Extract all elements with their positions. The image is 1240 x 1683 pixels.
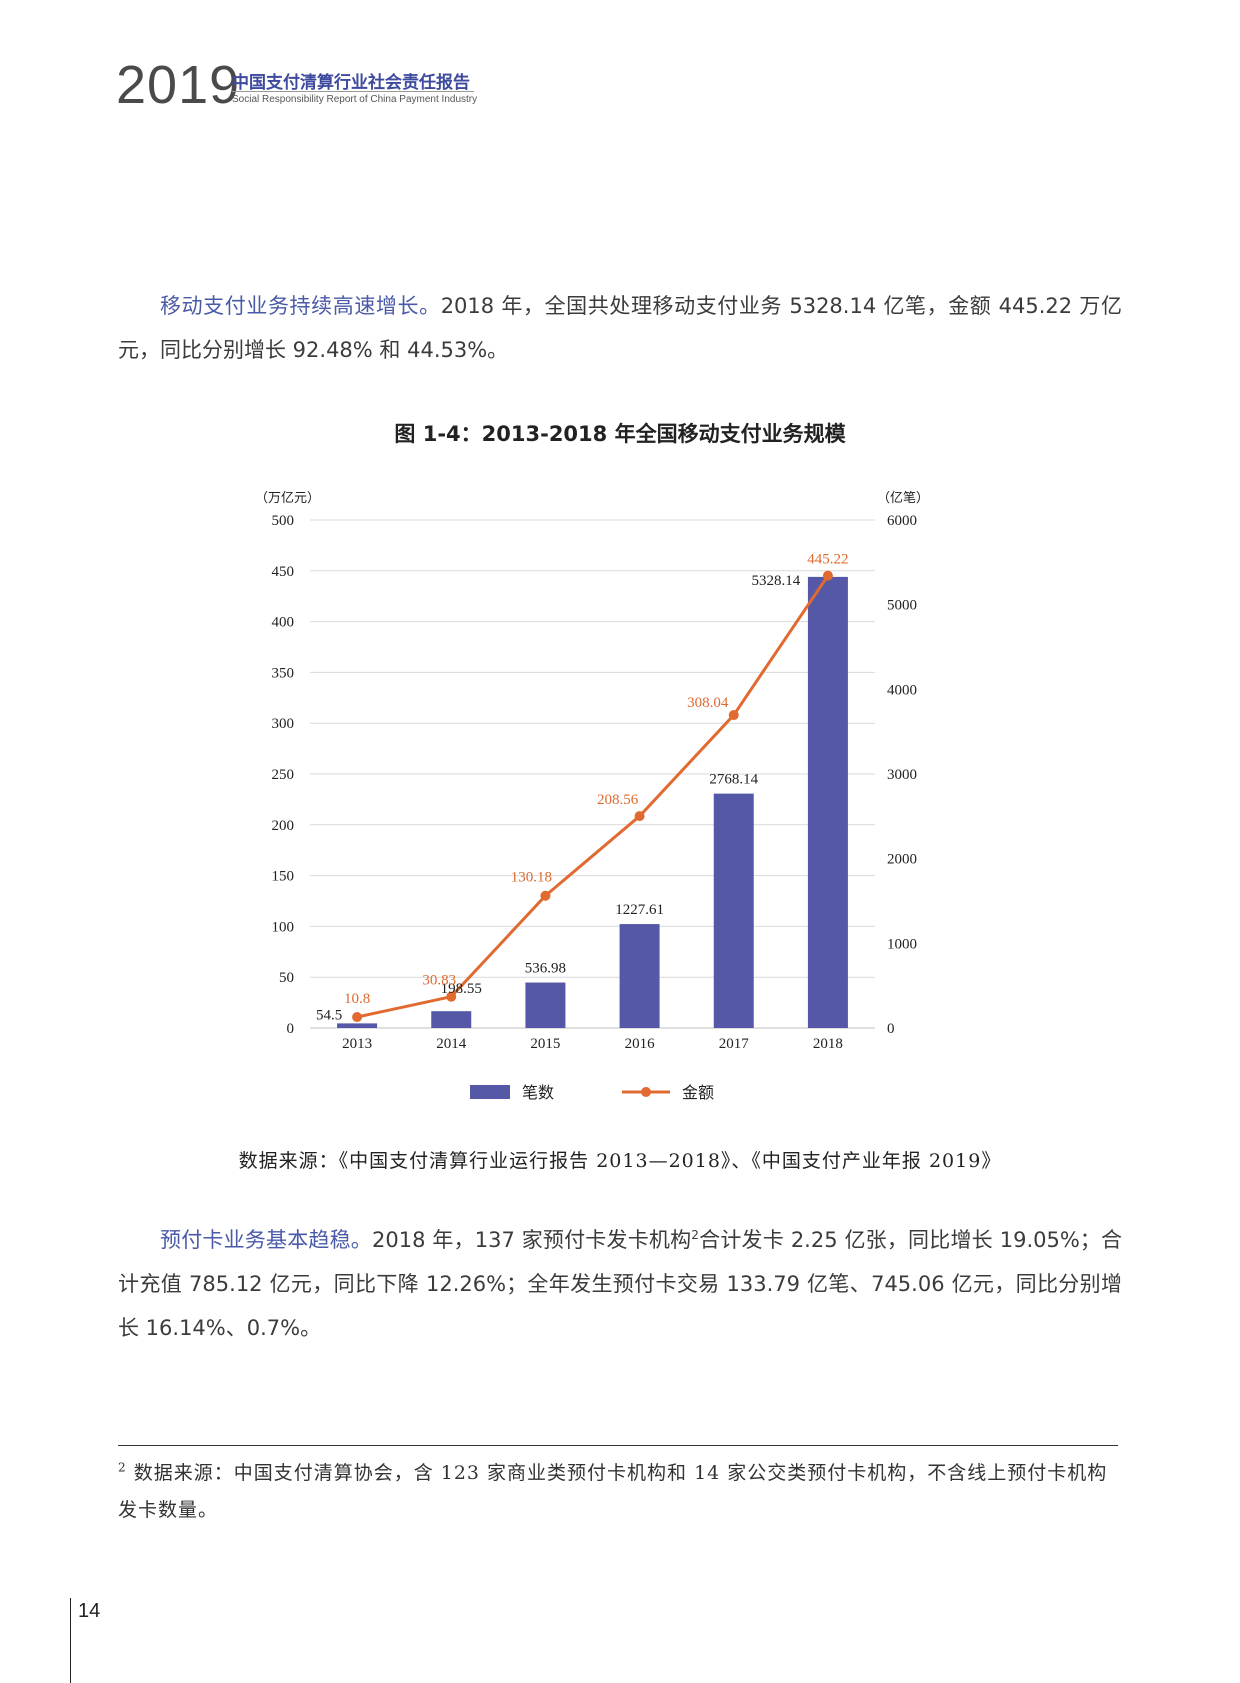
- right-axis-unit: （亿笔）: [877, 490, 929, 506]
- bar-value-label: 54.5: [316, 1007, 342, 1023]
- x-axis-tick: 2015: [530, 1036, 560, 1052]
- left-axis-tick: 100: [272, 919, 295, 935]
- left-axis-tick: 500: [272, 513, 295, 529]
- left-axis-tick: 250: [272, 767, 295, 783]
- bar-2016: [619, 924, 660, 1028]
- right-axis-tick: 6000: [887, 513, 917, 529]
- report-title: 中国支付清算行业社会责任报告: [232, 73, 470, 93]
- bar-value-label: 198.55: [441, 981, 482, 997]
- footnote-ref: 2: [691, 1228, 699, 1242]
- left-axis-tick: 0: [287, 1021, 295, 1037]
- line-point-2015: [540, 890, 551, 901]
- left-axis-tick: 300: [272, 716, 295, 732]
- line-value-label: 30.83: [422, 973, 456, 989]
- right-axis-tick: 1000: [887, 936, 917, 952]
- line-point-2016: [634, 811, 645, 822]
- footnote-text: 数据来源：中国支付清算协会，含 123 家商业类预付卡机构和 14 家公交类预付…: [118, 1462, 1108, 1521]
- left-axis-tick: 450: [272, 564, 295, 580]
- left-axis-tick: 400: [272, 615, 295, 631]
- mobile-payment-chart: 0501001502002503003504004505000100020003…: [255, 490, 929, 1102]
- right-axis-tick: 2000: [887, 852, 917, 868]
- page-number-rule: [70, 1598, 71, 1683]
- right-axis-tick: 4000: [887, 682, 917, 698]
- legend-bar-label: 笔数: [522, 1083, 554, 1102]
- left-axis-tick: 150: [272, 869, 295, 885]
- left-axis-unit: （万亿元）: [255, 491, 320, 506]
- bar-value-label: 536.98: [525, 961, 566, 977]
- x-axis-tick: 2016: [625, 1036, 656, 1052]
- prepaid-card-text-b: 合计发卡 2.25 亿张，同比增长 19.05%；合计充值 785.12 亿元，…: [118, 1228, 1122, 1340]
- mobile-payment-text: 2018 年，全国共处理移动支付业务 5328.14 亿笔，金额 445.22 …: [118, 294, 1123, 362]
- line-point-2017: [728, 710, 739, 721]
- line-value-label: 130.18: [511, 870, 552, 886]
- left-axis-tick: 350: [272, 665, 295, 681]
- line-value-label: 10.8: [344, 991, 370, 1007]
- bar-2015: [525, 982, 566, 1028]
- report-year: 2019: [116, 55, 241, 115]
- header-divider: [232, 91, 474, 92]
- footnote-number: 2: [118, 1460, 127, 1475]
- left-axis-tick: 200: [272, 818, 295, 834]
- bar-value-label: 1227.61: [615, 902, 664, 918]
- footnote-divider: [118, 1445, 1118, 1446]
- right-axis-tick: 5000: [887, 598, 917, 614]
- mobile-payment-paragraph: 移动支付业务持续高速增长。2018 年，全国共处理移动支付业务 5328.14 …: [118, 284, 1122, 372]
- legend-line-label: 金额: [682, 1083, 714, 1102]
- line-point-2013: [352, 1012, 363, 1023]
- bar-2013: [337, 1023, 378, 1028]
- bar-value-label: 2768.14: [709, 772, 758, 788]
- legend-line-marker: [641, 1087, 651, 1097]
- right-axis-tick: 3000: [887, 767, 917, 783]
- prepaid-card-lead: 预付卡业务基本趋稳。: [160, 1228, 373, 1252]
- x-axis-tick: 2013: [342, 1036, 372, 1052]
- line-point-2018: [822, 570, 833, 581]
- figure-source: 数据来源：《中国支付清算行业运行报告 2013—2018》、《中国支付产业年报 …: [238, 1150, 1002, 1172]
- amount-line: [356, 574, 830, 1019]
- bar-value-label: 5328.14: [752, 573, 801, 589]
- x-axis-tick: 2014: [436, 1036, 467, 1052]
- report-subtitle: Social Responsibility Report of China Pa…: [232, 94, 478, 105]
- bar-2018: [807, 576, 848, 1028]
- line-value-label: 445.22: [807, 552, 848, 568]
- prepaid-card-paragraph: 预付卡业务基本趋稳。2018 年，137 家预付卡发卡机构2合计发卡 2.25 …: [118, 1218, 1122, 1350]
- right-axis-tick: 0: [887, 1021, 895, 1037]
- page-number: 14: [78, 1600, 101, 1622]
- x-axis-tick: 2018: [813, 1036, 843, 1052]
- x-axis-tick: 2017: [719, 1036, 750, 1052]
- line-point-2014: [446, 991, 457, 1002]
- footnote: 2 数据来源：中国支付清算协会，含 123 家商业类预付卡机构和 14 家公交类…: [118, 1455, 1122, 1529]
- bar-2017: [713, 793, 754, 1028]
- left-axis-tick: 50: [279, 970, 294, 986]
- legend-bar-swatch: [470, 1085, 510, 1099]
- figure-title: 图 1-4：2013-2018 年全国移动支付业务规模: [394, 422, 846, 446]
- prepaid-card-text-a: 2018 年，137 家预付卡发卡机构: [372, 1228, 692, 1252]
- bar-2014: [431, 1011, 472, 1028]
- line-value-label: 308.04: [687, 695, 729, 711]
- line-value-label: 208.56: [597, 792, 639, 808]
- mobile-payment-lead: 移动支付业务持续高速增长。: [160, 294, 441, 318]
